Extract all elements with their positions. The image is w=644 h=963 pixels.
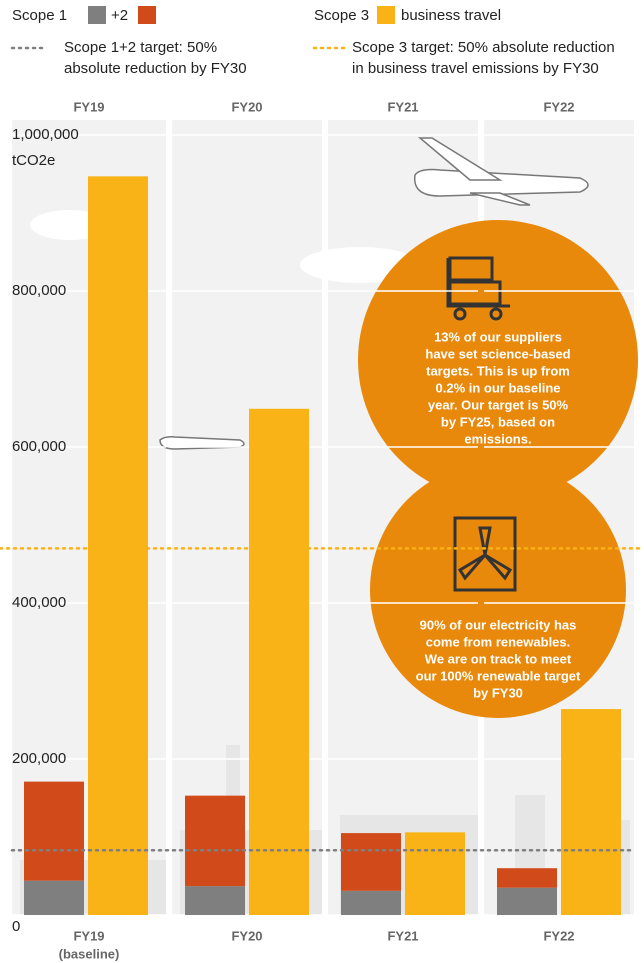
callout-text: We are on track to meet [425, 651, 572, 666]
x-tick-label: FY22 [543, 928, 574, 943]
legend-label: business travel [401, 7, 501, 24]
x-tick-label: FY21 [387, 928, 418, 943]
bar [185, 796, 245, 886]
callout-text: year. Our target is 50% [428, 397, 569, 412]
y-tick-label: 400,000 [12, 594, 66, 611]
callout-text: by FY25, based on [441, 414, 555, 429]
baseline-note: (baseline) [59, 946, 120, 961]
legend-label: Scope 3 [314, 7, 369, 24]
callout-text: 0.2% in our baseline [436, 380, 561, 395]
target-label: in business travel emissions by FY30 [352, 60, 599, 77]
target-label: Scope 1+2 target: 50% [64, 39, 217, 56]
bar [24, 782, 84, 881]
legend-swatch [138, 6, 156, 24]
x-tick-label: FY20 [231, 928, 262, 943]
y-tick-label: 800,000 [12, 282, 66, 299]
callout-text: have set science-based [425, 346, 570, 361]
callout-text: 90% of our electricity has [420, 617, 577, 632]
callout-text: targets. This is up from [426, 363, 570, 378]
legend-label: +2 [111, 7, 128, 24]
callout-text: our 100% renewable target [416, 668, 581, 683]
bar [497, 868, 557, 888]
y-tick-label: 600,000 [12, 438, 66, 455]
x-tick-label: FY19 [73, 928, 104, 943]
target-label: absolute reduction by FY30 [64, 60, 247, 77]
chart: Scope 1 +2 Scope 3 business travel tCO2e… [0, 0, 644, 963]
column-header: FY22 [543, 99, 574, 114]
bar [341, 891, 401, 915]
bar [24, 881, 84, 915]
y-axis-label: tCO2e [12, 152, 55, 169]
bar [405, 832, 465, 915]
bar [88, 176, 148, 915]
callout-text: by FY30 [473, 685, 523, 700]
y-tick-label: 0 [12, 918, 20, 935]
column-header: FY20 [231, 99, 262, 114]
legend-swatch [88, 6, 106, 24]
legend-label: Scope 1 [12, 7, 67, 24]
legend-swatch [377, 6, 395, 24]
target-label: Scope 3 target: 50% absolute reduction [352, 39, 615, 56]
y-tick-label: 1,000,000 [12, 126, 79, 143]
bar [561, 709, 621, 915]
callout-text: come from renewables. [426, 634, 571, 649]
column-header: FY21 [387, 99, 418, 114]
callout-text: emissions. [464, 431, 531, 446]
bar [249, 409, 309, 915]
bar [185, 886, 245, 915]
bar [341, 833, 401, 891]
column-header: FY19 [73, 99, 104, 114]
callout-text: 13% of our suppliers [434, 329, 562, 344]
bar [497, 888, 557, 915]
y-tick-label: 200,000 [12, 750, 66, 767]
